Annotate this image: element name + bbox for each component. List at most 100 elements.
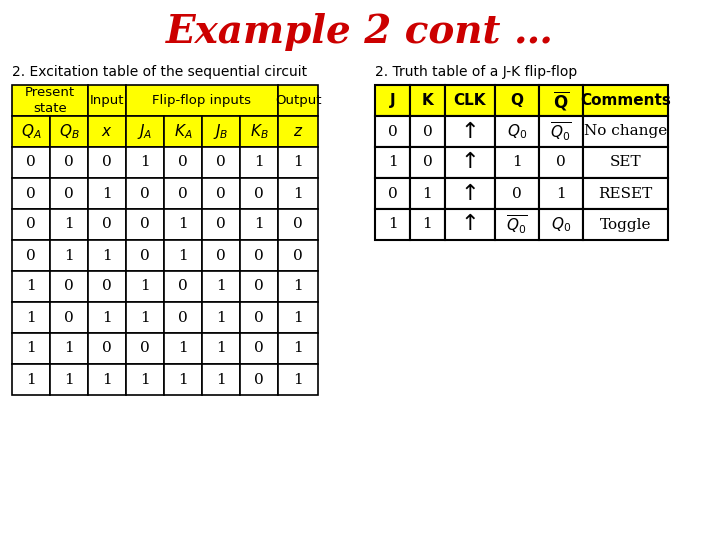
Text: 0: 0 bbox=[293, 218, 303, 232]
Text: 1: 1 bbox=[216, 341, 226, 355]
Text: 0: 0 bbox=[140, 341, 150, 355]
Bar bbox=[375, 209, 410, 240]
Text: 0: 0 bbox=[254, 373, 264, 387]
Text: 1: 1 bbox=[140, 310, 150, 325]
Text: 0: 0 bbox=[423, 156, 433, 170]
Bar bbox=[126, 116, 164, 147]
Text: 1: 1 bbox=[64, 218, 74, 232]
Text: 0: 0 bbox=[216, 186, 226, 200]
Text: 0: 0 bbox=[254, 186, 264, 200]
Text: 1: 1 bbox=[556, 186, 566, 200]
Text: 1: 1 bbox=[102, 248, 112, 262]
Bar bbox=[164, 147, 202, 178]
Bar bbox=[583, 147, 668, 178]
Text: 1: 1 bbox=[178, 341, 188, 355]
Text: 1: 1 bbox=[178, 373, 188, 387]
Bar bbox=[202, 302, 240, 333]
Bar bbox=[164, 364, 202, 395]
Text: 0: 0 bbox=[556, 156, 566, 170]
Bar bbox=[278, 364, 318, 395]
Text: ↑: ↑ bbox=[461, 184, 480, 204]
Bar bbox=[50, 240, 88, 271]
Text: 0: 0 bbox=[216, 218, 226, 232]
Text: 1: 1 bbox=[387, 156, 397, 170]
Text: 1: 1 bbox=[26, 280, 36, 294]
Text: 1: 1 bbox=[216, 280, 226, 294]
Text: Toggle: Toggle bbox=[600, 218, 652, 232]
Bar bbox=[50, 271, 88, 302]
Text: Output: Output bbox=[275, 94, 321, 107]
Bar bbox=[202, 271, 240, 302]
Text: ↑: ↑ bbox=[461, 214, 480, 234]
Bar bbox=[202, 147, 240, 178]
Bar bbox=[445, 116, 495, 147]
Text: 1: 1 bbox=[293, 186, 303, 200]
Bar bbox=[12, 271, 50, 302]
Text: 1: 1 bbox=[512, 156, 522, 170]
Bar bbox=[278, 271, 318, 302]
Text: 0: 0 bbox=[102, 218, 112, 232]
Bar bbox=[583, 178, 668, 209]
Text: $\mathit{Q_A}$: $\mathit{Q_A}$ bbox=[21, 122, 41, 141]
Bar bbox=[539, 85, 583, 116]
Text: 0: 0 bbox=[26, 248, 36, 262]
Bar bbox=[50, 178, 88, 209]
Text: $\mathit{J_B}$: $\mathit{J_B}$ bbox=[213, 122, 229, 141]
Text: Q: Q bbox=[510, 93, 523, 108]
Text: 1: 1 bbox=[387, 218, 397, 232]
Text: 0: 0 bbox=[26, 156, 36, 170]
Bar bbox=[88, 209, 126, 240]
Bar bbox=[50, 364, 88, 395]
Bar bbox=[164, 271, 202, 302]
Text: 1: 1 bbox=[102, 186, 112, 200]
Bar bbox=[164, 240, 202, 271]
Text: 0: 0 bbox=[64, 280, 74, 294]
Text: $\overline{Q_0}$: $\overline{Q_0}$ bbox=[506, 213, 528, 236]
Bar bbox=[202, 209, 240, 240]
Text: 0: 0 bbox=[254, 280, 264, 294]
Bar bbox=[375, 147, 410, 178]
Bar bbox=[126, 209, 164, 240]
Text: 1: 1 bbox=[216, 310, 226, 325]
Bar bbox=[240, 333, 278, 364]
Bar bbox=[12, 240, 50, 271]
Bar bbox=[445, 147, 495, 178]
Bar bbox=[539, 178, 583, 209]
Bar bbox=[278, 302, 318, 333]
Text: 1: 1 bbox=[423, 218, 433, 232]
Text: 1: 1 bbox=[26, 341, 36, 355]
Text: 1: 1 bbox=[140, 156, 150, 170]
Bar bbox=[375, 178, 410, 209]
Bar bbox=[164, 178, 202, 209]
Bar bbox=[202, 116, 240, 147]
Bar bbox=[539, 209, 583, 240]
Text: 1: 1 bbox=[64, 341, 74, 355]
Text: 0: 0 bbox=[254, 248, 264, 262]
Bar bbox=[278, 85, 318, 116]
Bar bbox=[50, 209, 88, 240]
Bar bbox=[202, 178, 240, 209]
Text: 0: 0 bbox=[387, 125, 397, 138]
Text: 1: 1 bbox=[293, 280, 303, 294]
Text: 0: 0 bbox=[64, 310, 74, 325]
Text: 0: 0 bbox=[102, 156, 112, 170]
Bar bbox=[583, 209, 668, 240]
Bar bbox=[240, 302, 278, 333]
Bar bbox=[88, 302, 126, 333]
Text: 1: 1 bbox=[26, 310, 36, 325]
Bar bbox=[50, 116, 88, 147]
Text: 0: 0 bbox=[178, 310, 188, 325]
Bar bbox=[88, 116, 126, 147]
Bar bbox=[240, 271, 278, 302]
Bar bbox=[164, 302, 202, 333]
Bar bbox=[583, 116, 668, 147]
Text: CLK: CLK bbox=[454, 93, 486, 108]
Bar bbox=[240, 240, 278, 271]
Bar bbox=[164, 209, 202, 240]
Bar bbox=[495, 116, 539, 147]
Bar bbox=[240, 364, 278, 395]
Text: $\mathit{z}$: $\mathit{z}$ bbox=[293, 125, 303, 138]
Bar bbox=[164, 116, 202, 147]
Text: 0: 0 bbox=[216, 156, 226, 170]
Bar bbox=[126, 271, 164, 302]
